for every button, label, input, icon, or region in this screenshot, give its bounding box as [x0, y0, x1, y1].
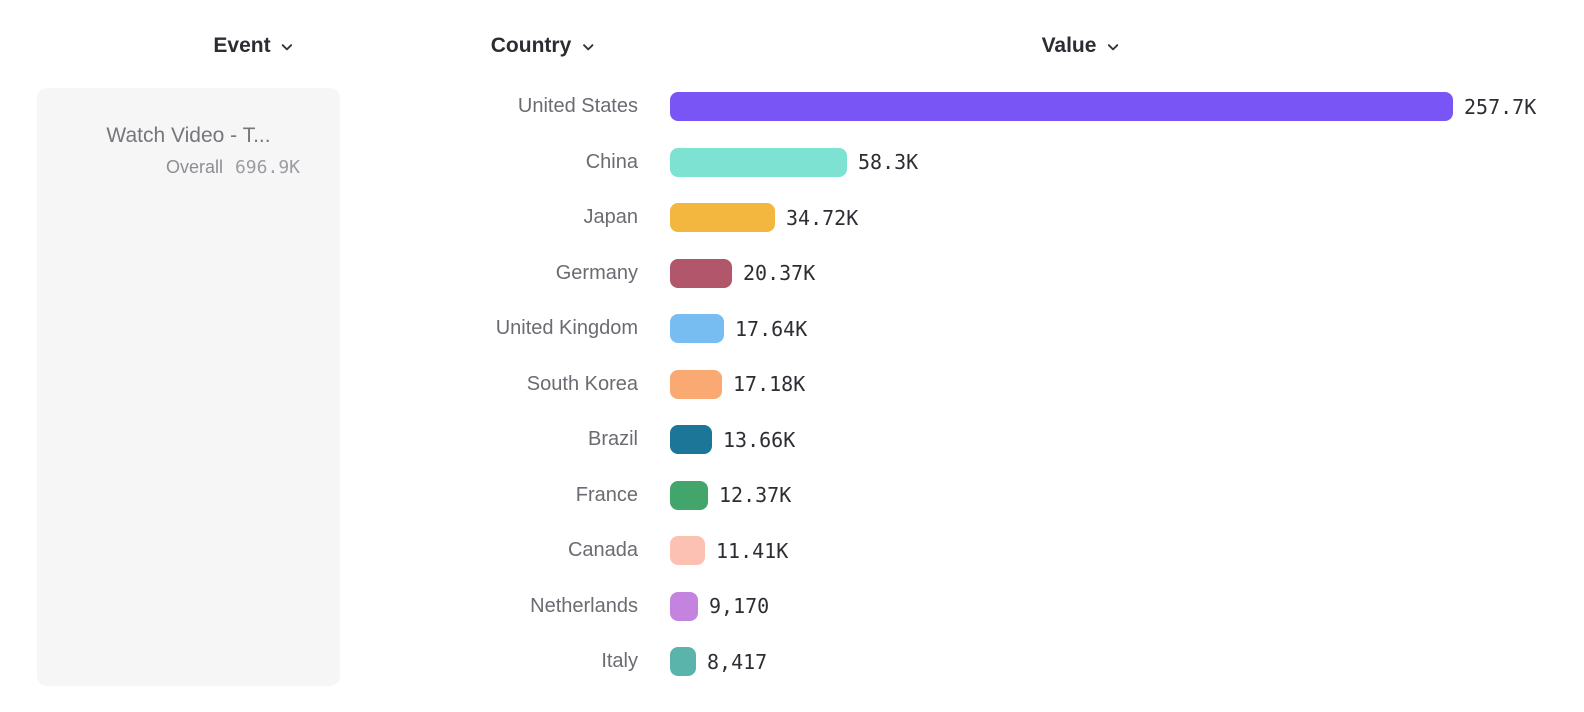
chart-row: Italy 8,417 [0, 634, 1584, 690]
value-bar[interactable] [670, 425, 712, 455]
country-label: United Kingdom [495, 317, 638, 340]
chart-row: Canada 11.41K [0, 523, 1584, 579]
country-column-label: Country [490, 34, 572, 57]
value-label: 20.37K [743, 261, 816, 286]
country-label: United States [517, 95, 638, 118]
overall-label: Overall [165, 157, 223, 177]
bar-row: 257.7K [670, 92, 1537, 122]
chart-row: China 58.3K [0, 135, 1584, 191]
value-label: 34.72K [786, 205, 859, 230]
bar-row: 20.37K [670, 258, 816, 288]
country-label: Netherlands [530, 594, 638, 617]
bar-row: 58.3K [670, 147, 919, 177]
country-label: Germany [555, 261, 638, 284]
event-column-header[interactable]: Event [213, 34, 294, 58]
country-label: China [585, 150, 638, 173]
value-label: 9,170 [709, 594, 770, 619]
country-label: Italy [601, 650, 638, 673]
event-title: Watch Video - T... [106, 124, 271, 147]
country-label: Canada [567, 539, 638, 562]
chart-row: South Korea 17.18K [0, 357, 1584, 413]
value-label: 257.7K [1464, 94, 1537, 119]
bar-row: 12.37K [670, 480, 792, 510]
bar-chart: United States 257.7K China 58.3K Japan 34.72K… [0, 79, 1584, 690]
value-label: 17.18K [733, 372, 806, 397]
value-label: 58.3K [858, 150, 919, 175]
chart-row: Japan 34.72K [0, 190, 1584, 246]
value-label: 8,417 [707, 649, 768, 674]
value-label: 11.41K [716, 538, 789, 563]
chart-row: Germany 20.37K [0, 246, 1584, 302]
chart-row: Brazil 13.66K [0, 412, 1584, 468]
event-overall-row: Overall 696.9K [37, 157, 340, 178]
event-column-label: Event [213, 34, 271, 57]
value-label: 13.66K [723, 427, 796, 452]
overall-value: 696.9K [234, 157, 300, 178]
value-bar[interactable] [670, 92, 1453, 122]
value-column-header[interactable]: Value [1042, 34, 1121, 58]
bar-row: 17.64K [670, 314, 808, 344]
chart-row: France 12.37K [0, 468, 1584, 524]
value-bar[interactable] [670, 258, 732, 288]
value-bar[interactable] [670, 647, 696, 677]
chevron-down-icon [281, 44, 293, 51]
bar-row: 11.41K [670, 536, 789, 566]
event-card[interactable]: Watch Video - T... Overall 696.9K [37, 88, 340, 686]
value-bar[interactable] [670, 369, 722, 399]
bar-row: 34.72K [670, 203, 859, 233]
bar-row: 8,417 [670, 647, 768, 677]
country-label: France [575, 483, 638, 506]
country-label: Brazil [587, 428, 638, 451]
chevron-down-icon [582, 44, 593, 51]
bar-row: 9,170 [670, 591, 770, 621]
chevron-down-icon [1107, 44, 1119, 51]
value-label: 17.64K [735, 316, 808, 341]
country-label: South Korea [526, 372, 638, 395]
value-bar[interactable] [670, 480, 708, 510]
bar-row: 17.18K [670, 369, 806, 399]
value-bar[interactable] [670, 203, 775, 233]
bar-row: 13.66K [670, 425, 796, 455]
value-label: 12.37K [719, 483, 792, 508]
chart-row: United Kingdom 17.64K [0, 301, 1584, 357]
value-bar[interactable] [670, 314, 724, 344]
value-bar[interactable] [670, 147, 847, 177]
value-bar[interactable] [670, 591, 698, 621]
chart-row: United States 257.7K [0, 79, 1584, 135]
value-column-label: Value [1041, 34, 1097, 57]
country-label: Japan [583, 206, 639, 229]
country-column-header[interactable]: Country [491, 34, 596, 58]
value-bar[interactable] [670, 536, 705, 566]
chart-row: Netherlands 9,170 [0, 579, 1584, 635]
